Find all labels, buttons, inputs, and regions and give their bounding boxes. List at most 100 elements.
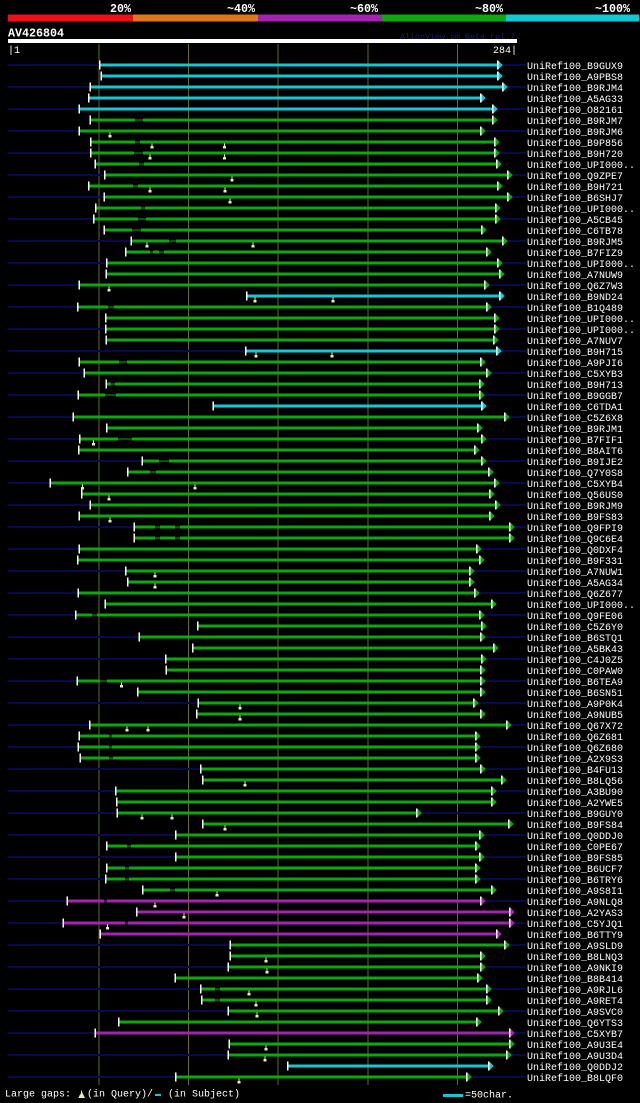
svg-text:UniRef100_Q67X72: UniRef100_Q67X72: [527, 721, 623, 733]
svg-text:UniRef100_Q6Z677: UniRef100_Q6Z677: [527, 589, 623, 601]
svg-text:UniRef100_B9H713: UniRef100_B9H713: [527, 380, 623, 392]
svg-text:UniRef100_B9IJE2: UniRef100_B9IJE2: [527, 457, 623, 469]
svg-text:UniRef100_Q9FPI9: UniRef100_Q9FPI9: [527, 523, 623, 535]
svg-text:UniRef100_A3BU90: UniRef100_A3BU90: [527, 787, 623, 799]
svg-text:UniRef100_Q56US0: UniRef100_Q56US0: [527, 490, 623, 502]
svg-text:UniRef100_C0PAW0: UniRef100_C0PAW0: [527, 666, 623, 678]
svg-text:UniRef100_B9ND24: UniRef100_B9ND24: [527, 292, 623, 304]
svg-text:UniRef100_A9SVC0: UniRef100_A9SVC0: [527, 1007, 623, 1019]
svg-text:UniRef100_Q9ZPE7: UniRef100_Q9ZPE7: [527, 171, 623, 183]
svg-text:UniRef100_B9GGB7: UniRef100_B9GGB7: [527, 391, 623, 403]
svg-text:UniRef100_A9NLQ8: UniRef100_A9NLQ8: [527, 897, 623, 909]
svg-text:UniRef100_B9RJM1: UniRef100_B9RJM1: [527, 424, 623, 436]
svg-text:UniRef100_Q6Z680: UniRef100_Q6Z680: [527, 743, 623, 755]
svg-text:UniRef100_B9FS83: UniRef100_B9FS83: [527, 512, 623, 524]
svg-text:UniRef100_B1Q489: UniRef100_B1Q489: [527, 303, 623, 315]
svg-text:UniRef100_C6TB78: UniRef100_C6TB78: [527, 226, 623, 238]
svg-text:UniRef100_B8AIT6: UniRef100_B8AIT6: [527, 446, 623, 458]
svg-text:UniRef100_A9RET4: UniRef100_A9RET4: [527, 996, 623, 1008]
svg-text:UniRef100_Q7Y0S8: UniRef100_Q7Y0S8: [527, 468, 623, 480]
svg-text:~100%: ~100%: [595, 2, 630, 16]
svg-text:(in Query)/: (in Query)/: [87, 1089, 153, 1101]
svg-text:UniRef100_B6TTY9: UniRef100_B6TTY9: [527, 930, 623, 942]
svg-text:|1: |1: [8, 45, 20, 57]
svg-text:UniRef100_B6TEA9: UniRef100_B6TEA9: [527, 677, 623, 689]
svg-text:UniRef100_C0PE67: UniRef100_C0PE67: [527, 842, 623, 854]
svg-text:UniRef100_B9GUX9: UniRef100_B9GUX9: [527, 61, 623, 73]
svg-text:UniRef100_B9H720: UniRef100_B9H720: [527, 149, 623, 161]
svg-text:UniRef100_C4J0Z5: UniRef100_C4J0Z5: [527, 655, 623, 667]
svg-text:UniRef100_B9H721: UniRef100_B9H721: [527, 182, 623, 194]
svg-text:UniRef100_A5AG34: UniRef100_A5AG34: [527, 578, 623, 590]
svg-text:(in Subject): (in Subject): [168, 1089, 240, 1101]
svg-text:UniRef100_Q6Z681: UniRef100_Q6Z681: [527, 732, 623, 744]
svg-text:UniRef100_B9FS85: UniRef100_B9FS85: [527, 853, 623, 865]
svg-text:UniRef100_A9NUB5: UniRef100_A9NUB5: [527, 710, 623, 722]
svg-text:Large gaps:: Large gaps:: [5, 1090, 71, 1101]
svg-text:UniRef100_B4FU13: UniRef100_B4FU13: [527, 765, 623, 777]
svg-text:UniRef100_B9RJM9: UniRef100_B9RJM9: [527, 501, 623, 513]
svg-text:UniRef100_Q9C6E4: UniRef100_Q9C6E4: [527, 534, 623, 546]
svg-text:UniRef100_Q0DDJ2: UniRef100_Q0DDJ2: [527, 1062, 623, 1074]
svg-text:UniRef100_B6STQ1: UniRef100_B6STQ1: [527, 633, 623, 645]
svg-text:UniRef100_A2YWE5: UniRef100_A2YWE5: [527, 798, 623, 810]
svg-text:UniRef100_A7NUW1: UniRef100_A7NUW1: [527, 567, 623, 579]
svg-text:UniRef100_O82161: UniRef100_O82161: [527, 105, 623, 117]
svg-text:UniRef100_Q0DDJ0: UniRef100_Q0DDJ0: [527, 831, 623, 843]
svg-text:=50char.: =50char.: [465, 1090, 513, 1102]
svg-text:UniRef100_C5Z6Y0: UniRef100_C5Z6Y0: [527, 622, 623, 634]
svg-text:UniRef100_B9RJM7: UniRef100_B9RJM7: [527, 116, 623, 128]
svg-text:UniRef100_A9U3E4: UniRef100_A9U3E4: [527, 1040, 623, 1052]
svg-text:UniRef100_A9PJI6: UniRef100_A9PJI6: [527, 358, 623, 370]
svg-text:UniRef100_C6TDA1: UniRef100_C6TDA1: [527, 402, 623, 414]
svg-text:UniRef100_B7FIZ9: UniRef100_B7FIZ9: [527, 248, 623, 260]
svg-text:UniRef100_UPI000..: UniRef100_UPI000..: [527, 600, 635, 612]
svg-text:UniRef100_A9PBS8: UniRef100_A9PBS8: [527, 72, 623, 84]
svg-text:UniRef100_B8LQ56: UniRef100_B8LQ56: [527, 776, 623, 788]
svg-text:UniRef100_B9F331: UniRef100_B9F331: [527, 556, 623, 568]
svg-text:UniRef100_A9SLD9: UniRef100_A9SLD9: [527, 941, 623, 953]
svg-text:UniRef100_A5CB45: UniRef100_A5CB45: [527, 215, 623, 227]
svg-text:UniRef100_Q6Z7W3: UniRef100_Q6Z7W3: [527, 281, 623, 293]
svg-text:UniRef100_C5YJQ1: UniRef100_C5YJQ1: [527, 919, 623, 931]
svg-text:UniRef100_A2YAS3: UniRef100_A2YAS3: [527, 908, 623, 920]
svg-text:UniRef100_B9RJM6: UniRef100_B9RJM6: [527, 127, 623, 139]
svg-text:UniRef100_C5Z6X8: UniRef100_C5Z6X8: [527, 413, 623, 425]
svg-text:UniRef100_A5AG33: UniRef100_A5AG33: [527, 94, 623, 106]
svg-text:20%: 20%: [110, 2, 131, 16]
svg-text:UniRef100_UPI000..: UniRef100_UPI000..: [527, 204, 635, 216]
svg-text:UniRef100_C5XYB4: UniRef100_C5XYB4: [527, 479, 623, 491]
svg-text:UniRef100_Q9FE06: UniRef100_Q9FE06: [527, 611, 623, 623]
svg-text:UniRef100_B9GUY0: UniRef100_B9GUY0: [527, 809, 623, 821]
svg-text:UniRef100_A9S8I1: UniRef100_A9S8I1: [527, 886, 623, 898]
svg-text:UniRef100_B6TRY6: UniRef100_B6TRY6: [527, 875, 623, 887]
svg-text:UniRef100_A9RJL6: UniRef100_A9RJL6: [527, 985, 623, 997]
svg-text:UniRef100_B9RJM4: UniRef100_B9RJM4: [527, 83, 623, 95]
svg-text:UniRef100_B8LNQ3: UniRef100_B8LNQ3: [527, 952, 623, 964]
svg-text:UniRef100_A9U3D4: UniRef100_A9U3D4: [527, 1051, 623, 1063]
svg-text:UniRef100_B9FS84: UniRef100_B9FS84: [527, 820, 623, 832]
svg-text:UniRef100_A2X9S3: UniRef100_A2X9S3: [527, 754, 623, 766]
svg-text:UniRef100_UPI000..: UniRef100_UPI000..: [527, 325, 635, 337]
svg-text:UniRef100_C5XYB3: UniRef100_C5XYB3: [527, 369, 623, 381]
svg-text:UniRef100_B9RJM5: UniRef100_B9RJM5: [527, 237, 623, 249]
svg-text:UniRef100_B6SHJ7: UniRef100_B6SHJ7: [527, 193, 623, 205]
svg-text:~80%: ~80%: [475, 2, 503, 16]
svg-text:UniRef100_A9NKI9: UniRef100_A9NKI9: [527, 963, 623, 975]
svg-text:UniRef100_B6SN51: UniRef100_B6SN51: [527, 688, 623, 700]
svg-text:UniRef100_B7FIF1: UniRef100_B7FIF1: [527, 435, 623, 447]
svg-text:UniRef100_UPI000..: UniRef100_UPI000..: [527, 259, 635, 271]
svg-text:~60%: ~60%: [350, 2, 378, 16]
svg-text:UniRef100_B9H715: UniRef100_B9H715: [527, 347, 623, 359]
svg-text:UniRef100_B8B414: UniRef100_B8B414: [527, 974, 623, 986]
svg-text:~40%: ~40%: [227, 2, 255, 16]
svg-text:UniRef100_Q0DXF4: UniRef100_Q0DXF4: [527, 545, 623, 557]
svg-text:UniRef100_UPI000..: UniRef100_UPI000..: [527, 314, 635, 326]
svg-text:UniRef100_A7NUV7: UniRef100_A7NUV7: [527, 336, 623, 348]
svg-text:UniRef100_B8LQF0: UniRef100_B8LQF0: [527, 1073, 623, 1085]
svg-text:UniRef100_B6UCF7: UniRef100_B6UCF7: [527, 864, 623, 876]
svg-text:UniRef100_A5BK43: UniRef100_A5BK43: [527, 644, 623, 656]
svg-text:UniRef100_UPI000..: UniRef100_UPI000..: [527, 160, 635, 172]
svg-text:UniRef100_Q6YTS3: UniRef100_Q6YTS3: [527, 1018, 623, 1030]
svg-text:284|: 284|: [493, 45, 517, 57]
